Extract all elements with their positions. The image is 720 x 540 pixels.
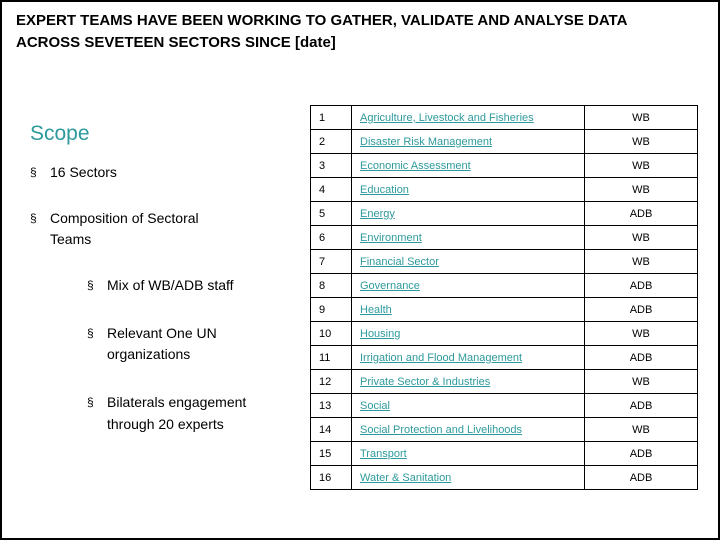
sector-table-body: 1 Agriculture, Livestock and Fisheries W… — [310, 105, 698, 490]
sector-link[interactable]: Private Sector & Industries — [351, 369, 585, 394]
table-row: 11 Irrigation and Flood Management ADB — [310, 345, 698, 370]
sector-link[interactable]: Health — [351, 297, 585, 322]
table-row: 10 Housing WB — [310, 321, 698, 346]
sector-link[interactable]: Economic Assessment — [351, 153, 585, 178]
row-number: 6 — [310, 225, 352, 250]
scope-heading: Scope — [30, 122, 90, 145]
bullet-marker-icon: § — [30, 165, 37, 179]
bullet-text: Composition of Sectoral Teams — [50, 209, 199, 248]
table-row: 16 Water & Sanitation ADB — [310, 465, 698, 490]
table-row: 1 Agriculture, Livestock and Fisheries W… — [310, 105, 698, 130]
table-row: 15 Transport ADB — [310, 441, 698, 466]
bullet-marker-icon: § — [87, 395, 94, 410]
bullet-text: Mix of WB/ADB staff — [107, 277, 234, 294]
row-number: 12 — [310, 369, 352, 394]
org-label: ADB — [584, 465, 698, 490]
table-row: 4 Education WB — [310, 177, 698, 202]
sector-link[interactable]: Irrigation and Flood Management — [351, 345, 585, 370]
row-number: 5 — [310, 201, 352, 226]
table-row: 8 Governance ADB — [310, 273, 698, 298]
bullet-text: Relevant One UN organizations — [107, 324, 217, 363]
table-row: 9 Health ADB — [310, 297, 698, 322]
table-row: 2 Disaster Risk Management WB — [310, 129, 698, 154]
sector-link[interactable]: Environment — [351, 225, 585, 250]
row-number: 10 — [310, 321, 352, 346]
bullet-item: § Mix of WB/ADB staff — [87, 275, 300, 297]
bullet-item: § Relevant One UN organizations — [87, 323, 300, 366]
bullet-marker-icon: § — [30, 210, 37, 225]
bullet-item: § 16 Sectors — [30, 162, 300, 184]
table-row: 3 Economic Assessment WB — [310, 153, 698, 178]
sector-link[interactable]: Governance — [351, 273, 585, 298]
org-label: ADB — [584, 297, 698, 322]
org-label: ADB — [584, 345, 698, 370]
table-row: 6 Environment WB — [310, 225, 698, 250]
org-label: WB — [584, 321, 698, 346]
bullet-item: § Bilaterals engagement through 20 exper… — [87, 392, 300, 435]
org-label: WB — [584, 177, 698, 202]
row-number: 7 — [310, 249, 352, 274]
bullet-marker-icon: § — [87, 325, 94, 340]
org-label: WB — [584, 225, 698, 250]
org-label: WB — [584, 417, 698, 442]
sector-link[interactable]: Housing — [351, 321, 585, 346]
table-row: 13 Social ADB — [310, 393, 698, 418]
table-row: 12 Private Sector & Industries WB — [310, 369, 698, 394]
org-label: ADB — [584, 273, 698, 298]
sector-link[interactable]: Transport — [351, 441, 585, 466]
sector-link[interactable]: Disaster Risk Management — [351, 129, 585, 154]
bullet-text: 16 Sectors — [50, 164, 117, 180]
scope-bullet-list: § 16 Sectors § Composition of Sectoral T… — [30, 162, 300, 462]
row-number: 4 — [310, 177, 352, 202]
row-number: 16 — [310, 465, 352, 490]
org-label: WB — [584, 129, 698, 154]
org-label: WB — [584, 369, 698, 394]
table-row: 7 Financial Sector WB — [310, 249, 698, 274]
sector-link[interactable]: Education — [351, 177, 585, 202]
bullet-item: § Composition of Sectoral Teams — [30, 208, 300, 251]
sector-link[interactable]: Financial Sector — [351, 249, 585, 274]
table-row: 5 Energy ADB — [310, 201, 698, 226]
row-number: 14 — [310, 417, 352, 442]
sector-table: 1 Agriculture, Livestock and Fisheries W… — [310, 105, 698, 490]
bullet-text: Bilaterals engagement through 20 experts — [107, 394, 247, 432]
org-label: WB — [584, 105, 698, 130]
row-number: 1 — [310, 105, 352, 130]
row-number: 8 — [310, 273, 352, 298]
row-number: 3 — [310, 153, 352, 178]
table-row: 14 Social Protection and Livelihoods WB — [310, 417, 698, 442]
org-label: ADB — [584, 201, 698, 226]
row-number: 9 — [310, 297, 352, 322]
sector-link[interactable]: Energy — [351, 201, 585, 226]
sector-link[interactable]: Agriculture, Livestock and Fisheries — [351, 105, 585, 130]
bullet-marker-icon: § — [87, 278, 94, 293]
row-number: 13 — [310, 393, 352, 418]
org-label: WB — [584, 249, 698, 274]
row-number: 2 — [310, 129, 352, 154]
slide-title: EXPERT TEAMS HAVE BEEN WORKING TO GATHER… — [16, 12, 627, 51]
org-label: ADB — [584, 393, 698, 418]
org-label: WB — [584, 153, 698, 178]
org-label: ADB — [584, 441, 698, 466]
sector-link[interactable]: Social Protection and Livelihoods — [351, 417, 585, 442]
row-number: 11 — [310, 345, 352, 370]
sector-link[interactable]: Water & Sanitation — [351, 465, 585, 490]
sector-link[interactable]: Social — [351, 393, 585, 418]
row-number: 15 — [310, 441, 352, 466]
